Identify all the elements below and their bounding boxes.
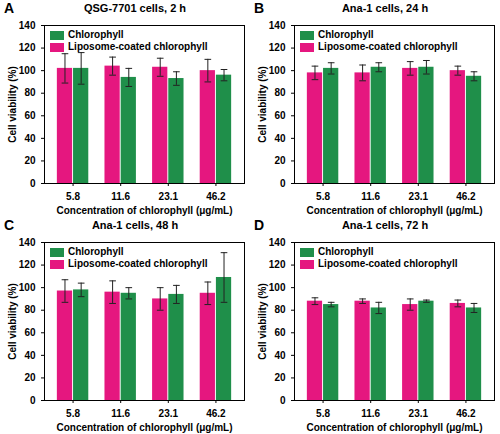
html-text:Ana-1 cells, 48 h: Ana-1 cells, 48 h — [91, 219, 179, 231]
html-text:Chlorophyll: Chlorophyll — [68, 246, 124, 257]
svg-text:100: 100 — [19, 282, 36, 293]
svg-text:11.6: 11.6 — [361, 191, 380, 202]
svg-text:46.2: 46.2 — [456, 408, 476, 419]
svg-text:120: 120 — [19, 259, 36, 270]
svg-text:60: 60 — [24, 110, 36, 121]
svg-text:80: 80 — [24, 87, 36, 98]
svg-text:40: 40 — [274, 133, 286, 144]
svg-text:46.2: 46.2 — [206, 408, 226, 419]
svg-text:20: 20 — [274, 372, 286, 383]
html-text:B: B — [254, 0, 265, 16]
svg-text:Cell viability (%): Cell viability (%) — [257, 66, 268, 143]
svg-text:80: 80 — [274, 87, 286, 98]
svg-text:11.6: 11.6 — [361, 408, 380, 419]
svg-text:100: 100 — [269, 65, 286, 76]
html-text:Liposome-coated chlorophyll: Liposome-coated chlorophyll — [318, 41, 458, 52]
html-text:Ana-1 cells, 72 h: Ana-1 cells, 72 h — [341, 219, 429, 231]
svg-text:60: 60 — [274, 110, 286, 121]
html-text:Liposome-coated chlorophyll: Liposome-coated chlorophyll — [318, 258, 458, 269]
svg-text:11.6: 11.6 — [111, 191, 130, 202]
svg-text:0: 0 — [30, 395, 36, 406]
svg-text:80: 80 — [24, 304, 36, 315]
svg-text:Cell viability (%): Cell viability (%) — [7, 283, 18, 360]
svg-text:23.1: 23.1 — [409, 408, 429, 419]
svg-text:0: 0 — [280, 178, 286, 189]
svg-text:23.1: 23.1 — [159, 191, 179, 202]
svg-text:140: 140 — [19, 20, 36, 31]
html-text:Ana-1 cells, 24 h: Ana-1 cells, 24 h — [341, 2, 429, 14]
html-text:Liposome-coated chlorophyll: Liposome-coated chlorophyll — [68, 41, 208, 52]
svg-text:20: 20 — [24, 372, 36, 383]
svg-text:Concentration of chlorophyll (: Concentration of chlorophyll (μg/mL) — [56, 205, 232, 216]
svg-text:5.8: 5.8 — [316, 408, 330, 419]
svg-text:100: 100 — [269, 282, 286, 293]
html-text:Chlorophyll: Chlorophyll — [318, 246, 374, 257]
svg-text:Concentration of chlorophyll (: Concentration of chlorophyll (μg/mL) — [306, 205, 482, 216]
svg-text:5.8: 5.8 — [66, 408, 80, 419]
svg-text:100: 100 — [19, 65, 36, 76]
svg-text:23.1: 23.1 — [159, 408, 179, 419]
svg-text:0: 0 — [30, 178, 36, 189]
svg-text:Concentration of chlorophyll (: Concentration of chlorophyll (μg/mL) — [56, 422, 232, 433]
svg-text:120: 120 — [269, 42, 286, 53]
svg-text:40: 40 — [24, 350, 36, 361]
svg-text:11.6: 11.6 — [111, 408, 130, 419]
svg-text:140: 140 — [269, 20, 286, 31]
svg-text:Cell viability (%): Cell viability (%) — [257, 283, 268, 360]
svg-text:120: 120 — [19, 42, 36, 53]
svg-text:40: 40 — [274, 350, 286, 361]
html-text:Chlorophyll: Chlorophyll — [68, 29, 124, 40]
svg-text:60: 60 — [274, 327, 286, 338]
html-text:C: C — [4, 217, 15, 233]
svg-text:5.8: 5.8 — [66, 191, 80, 202]
svg-text:140: 140 — [269, 237, 286, 248]
svg-text:40: 40 — [24, 133, 36, 144]
svg-text:0: 0 — [280, 395, 286, 406]
html-text:QSG-7701 cells, 2 h: QSG-7701 cells, 2 h — [83, 2, 187, 14]
html-text:Liposome-coated chlorophyll: Liposome-coated chlorophyll — [68, 258, 208, 269]
svg-text:140: 140 — [19, 237, 36, 248]
svg-text:60: 60 — [24, 327, 36, 338]
svg-text:23.1: 23.1 — [409, 191, 429, 202]
svg-text:80: 80 — [274, 304, 286, 315]
html-text:Chlorophyll: Chlorophyll — [318, 29, 374, 40]
svg-text:20: 20 — [274, 155, 286, 166]
svg-text:Cell viability (%): Cell viability (%) — [7, 66, 18, 143]
svg-text:20: 20 — [24, 155, 36, 166]
html-text:A: A — [4, 0, 15, 16]
svg-text:46.2: 46.2 — [206, 191, 226, 202]
html-text:D: D — [254, 217, 265, 233]
svg-text:5.8: 5.8 — [316, 191, 330, 202]
svg-text:46.2: 46.2 — [456, 191, 476, 202]
svg-text:120: 120 — [269, 259, 286, 270]
svg-text:Concentration of chlorophyll (: Concentration of chlorophyll (μg/mL) — [306, 422, 482, 433]
